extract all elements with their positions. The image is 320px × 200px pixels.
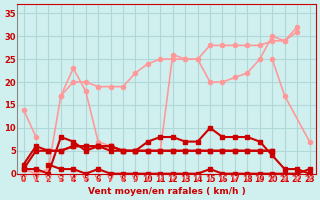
X-axis label: Vent moyen/en rafales ( km/h ): Vent moyen/en rafales ( km/h ) xyxy=(88,187,245,196)
